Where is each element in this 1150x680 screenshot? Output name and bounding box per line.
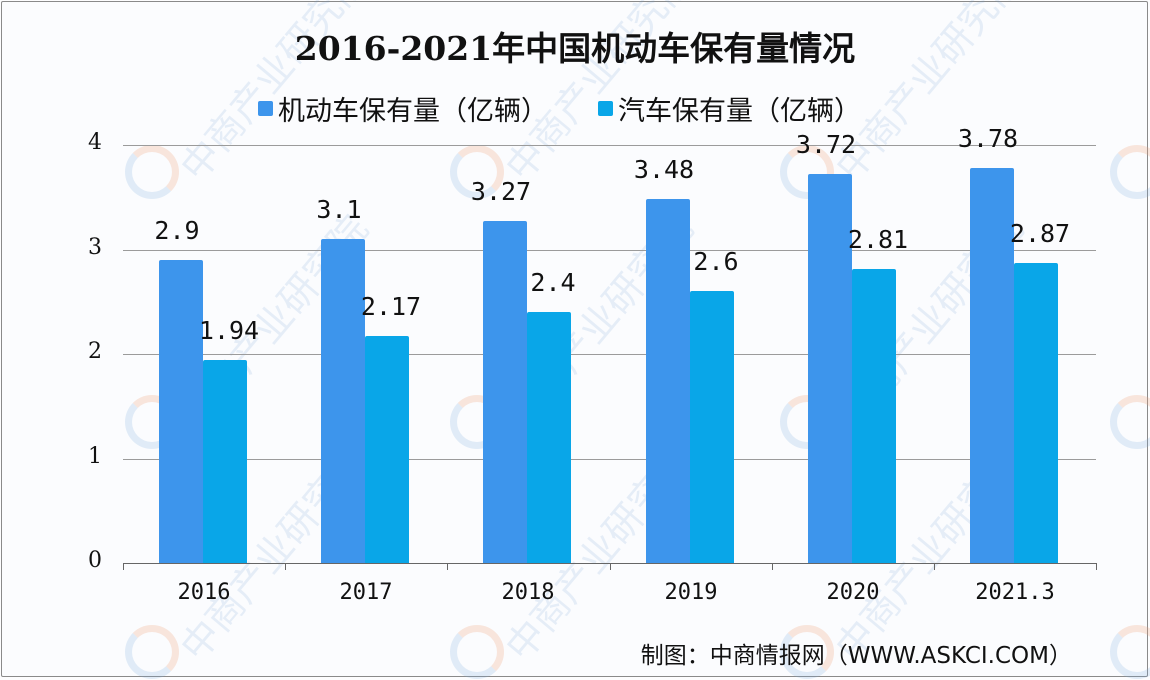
x-axis-category-label: 2019 xyxy=(664,580,718,605)
legend-item-cars: 汽车保有量（亿辆） xyxy=(598,89,861,128)
bar-motor-vehicles xyxy=(808,174,852,563)
bar-cars xyxy=(365,336,409,563)
bar-cars xyxy=(690,291,734,563)
bar-cars xyxy=(852,269,896,563)
x-axis-tick-mark xyxy=(447,563,448,570)
legend-label-motor-vehicles: 机动车保有量（亿辆） xyxy=(278,95,548,127)
bar-motor-vehicles xyxy=(483,221,527,563)
x-axis-tick-mark xyxy=(285,563,286,570)
legend-item-motor-vehicles: 机动车保有量（亿辆） xyxy=(258,89,548,128)
legend-swatch-cars-icon xyxy=(598,100,613,116)
y-axis-tick-label: 3 xyxy=(88,235,102,260)
source-footer: 制图：中商情报网（WWW.ASKCI.COM） xyxy=(640,643,1072,669)
legend: 机动车保有量（亿辆） 汽车保有量（亿辆） xyxy=(258,88,861,128)
bar-value-label: 3.1 xyxy=(316,195,362,224)
bar-cars xyxy=(1014,263,1058,563)
y-axis-tick-label: 4 xyxy=(88,130,102,155)
bar-cars xyxy=(203,360,247,563)
x-axis-category-label: 2020 xyxy=(826,580,880,605)
x-axis-category-label: 2016 xyxy=(177,580,231,605)
bar-value-label: 2.81 xyxy=(847,225,909,254)
bar-value-label: 3.48 xyxy=(633,155,695,184)
legend-swatch-motor-vehicles-icon xyxy=(258,100,273,116)
x-axis-tick-mark xyxy=(934,563,935,570)
bar-value-label: 3.72 xyxy=(795,130,857,159)
gridline xyxy=(123,459,1096,460)
x-axis-tick-mark xyxy=(1096,563,1097,570)
y-axis-tick-label: 1 xyxy=(88,444,102,469)
y-axis-tick-label: 0 xyxy=(88,548,102,573)
x-axis-tick-mark xyxy=(123,563,124,570)
x-axis-line xyxy=(123,563,1096,564)
legend-label-cars: 汽车保有量（亿辆） xyxy=(618,95,861,127)
x-axis-category-label: 2017 xyxy=(339,580,393,605)
x-axis-tick-mark xyxy=(610,563,611,570)
y-axis-tick-label: 2 xyxy=(88,339,102,364)
bar-motor-vehicles xyxy=(970,168,1014,563)
bar-value-label: 3.78 xyxy=(957,124,1019,153)
gridline xyxy=(123,145,1096,146)
bar-motor-vehicles xyxy=(159,260,203,563)
bar-value-label: 1.94 xyxy=(198,316,260,345)
gridline xyxy=(123,250,1096,251)
bar-motor-vehicles xyxy=(646,199,690,563)
bar-cars xyxy=(527,312,571,563)
bar-value-label: 2.87 xyxy=(1009,219,1071,248)
bar-value-label: 2.17 xyxy=(360,292,422,321)
bar-value-label: 2.9 xyxy=(154,216,200,245)
x-axis-category-label: 2018 xyxy=(501,580,555,605)
bar-value-label: 3.27 xyxy=(470,177,532,206)
bar-value-label: 2.4 xyxy=(530,268,576,297)
x-axis-tick-mark xyxy=(772,563,773,570)
bar-motor-vehicles xyxy=(321,239,365,563)
gridline xyxy=(123,354,1096,355)
chart-title: 2016-2021年中国机动车保有量情况 xyxy=(294,29,856,68)
bar-value-label: 2.6 xyxy=(693,247,739,276)
x-axis-category-label: 2021.3 xyxy=(975,580,1055,605)
